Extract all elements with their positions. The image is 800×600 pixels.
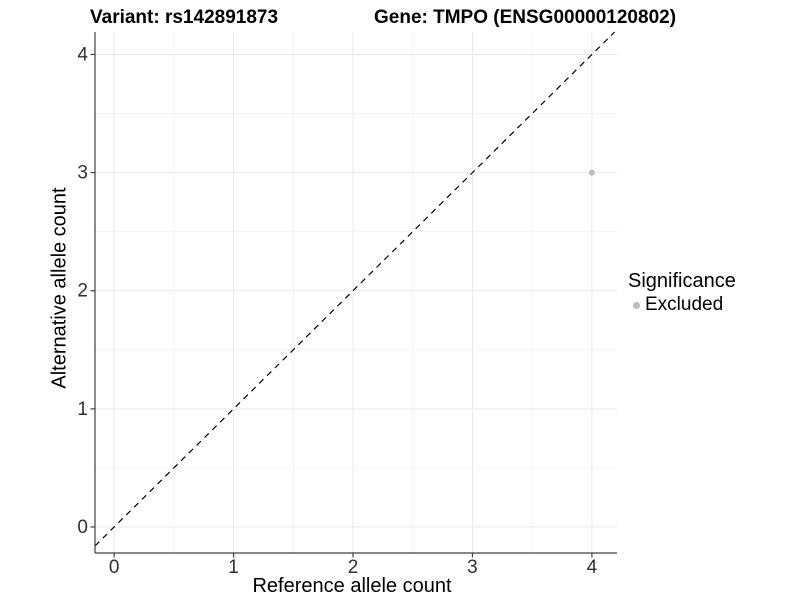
y-tick-label: 2 (77, 281, 88, 302)
y-tick-label: 3 (77, 163, 88, 184)
legend: Significance Excluded (628, 271, 736, 316)
legend-key-dot-icon (633, 301, 640, 309)
identity-reference-line (94, 31, 616, 547)
legend-title: Significance (628, 270, 736, 292)
y-axis-title: Alternative allele count (48, 187, 71, 389)
legend-item-label: Excluded (645, 294, 724, 315)
y-tick-label: 1 (77, 399, 88, 420)
x-tick-label: 2 (348, 557, 359, 578)
data-point (588, 169, 595, 176)
y-tick-label: 4 (77, 44, 88, 65)
plot-title-variant: Variant: rs142891873 (90, 7, 279, 28)
x-tick-label: 3 (467, 557, 478, 578)
plot-title-gene: Gene: TMPO (ENSG00000120802) (374, 7, 677, 28)
x-tick-label: 0 (109, 557, 120, 578)
y-tick-label: 0 (77, 517, 88, 538)
x-tick-label: 4 (587, 557, 598, 578)
legend-item-excluded: Excluded (628, 294, 736, 316)
x-tick-label: 1 (228, 557, 239, 578)
x-axis-title: Reference allele count (252, 575, 452, 597)
